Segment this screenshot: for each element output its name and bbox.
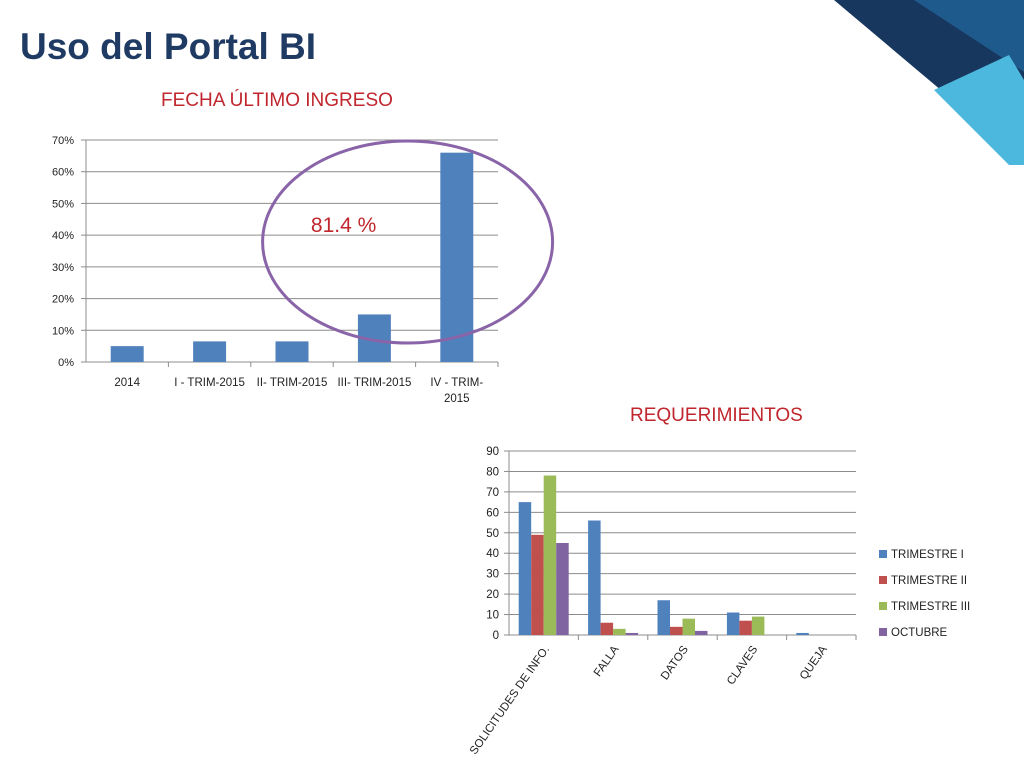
x-tick-label: 2014 [114,377,140,389]
y-tick-label: 60 [486,507,499,519]
bar-datos-trimestre-iii [682,618,695,635]
y-tick-label: 10 [486,610,499,622]
bar-falla-trimestre-ii [600,622,614,635]
legend-swatch [879,628,887,636]
y-tick-label: 70% [52,135,74,147]
y-tick-label: 10% [52,325,74,337]
bar-claves-trimestre-i [726,612,740,635]
annotation-ellipse [261,139,555,345]
y-tick-label: 40 [486,548,499,560]
x-tick-label: SOLICITUDES DE INFO. [468,644,552,757]
bar-falla-trimestre-iii [613,628,626,635]
chart-title-fecha: FECHA ÚLTIMO INGRESO [161,90,393,111]
legend-swatch [879,602,887,610]
x-tick-label: II- TRIM-2015 [257,377,328,389]
bar-datos-octubre [695,630,708,635]
legend-label: OCTUBRE [891,627,948,639]
y-tick-label: 30% [52,262,74,274]
bar-claves-trimestre-iii [751,616,765,635]
legend-swatch [879,576,887,584]
y-tick-label: 20% [52,294,74,306]
bar-solicitudes-de-info--trimestre-i [518,502,532,635]
x-tick-label: 2015 [444,393,470,405]
chart-title-requerimientos: REQUERIMIENTOS [630,405,803,426]
bar-datos-trimestre-i [657,600,670,635]
bar-solicitudes-de-info--trimestre-iii [543,475,557,635]
y-tick-label: 90 [486,446,499,458]
bar-falla-trimestre-i [588,520,601,635]
y-tick-label: 60% [52,167,74,179]
x-tick-label: III- TRIM-2015 [337,377,411,389]
legend-label: TRIMESTRE I [891,549,964,561]
page-title: Uso del Portal BI [20,26,317,67]
bar-i-trim-2015 [193,341,227,362]
bar-queja-trimestre-i [796,632,809,635]
bar-iv-trim-2015 [440,152,474,362]
legend-swatch [879,550,887,558]
bar-2014 [110,346,144,362]
legend-label: TRIMESTRE III [891,601,970,613]
annotation-label: 81.4 % [311,214,376,237]
y-tick-label: 50% [52,198,74,210]
y-tick-label: 0 [493,630,499,642]
bar-solicitudes-de-info--octubre [556,543,569,635]
bar-datos-trimestre-ii [670,626,683,635]
bar-falla-octubre [625,632,639,635]
x-tick-label: I - TRIM-2015 [174,377,245,389]
y-tick-label: 70 [486,487,499,499]
bar-claves-trimestre-ii [739,620,752,635]
y-tick-label: 0% [58,357,74,369]
x-tick-label: IV - TRIM- [430,377,483,389]
corner-decoration [834,0,1024,165]
y-tick-label: 40% [52,230,74,242]
y-tick-label: 30 [486,569,499,581]
x-tick-label: QUEJA [798,644,830,683]
y-tick-label: 20 [486,589,499,601]
bar-solicitudes-de-info--trimestre-ii [531,534,544,635]
x-tick-label: DATOS [659,644,691,683]
y-tick-label: 80 [486,466,499,478]
y-tick-label: 50 [486,528,499,540]
x-tick-label: CLAVES [725,644,761,688]
bar-ii-trim-2015 [275,341,309,362]
legend-label: TRIMESTRE II [891,575,967,587]
x-tick-label: FALLA [592,644,622,679]
